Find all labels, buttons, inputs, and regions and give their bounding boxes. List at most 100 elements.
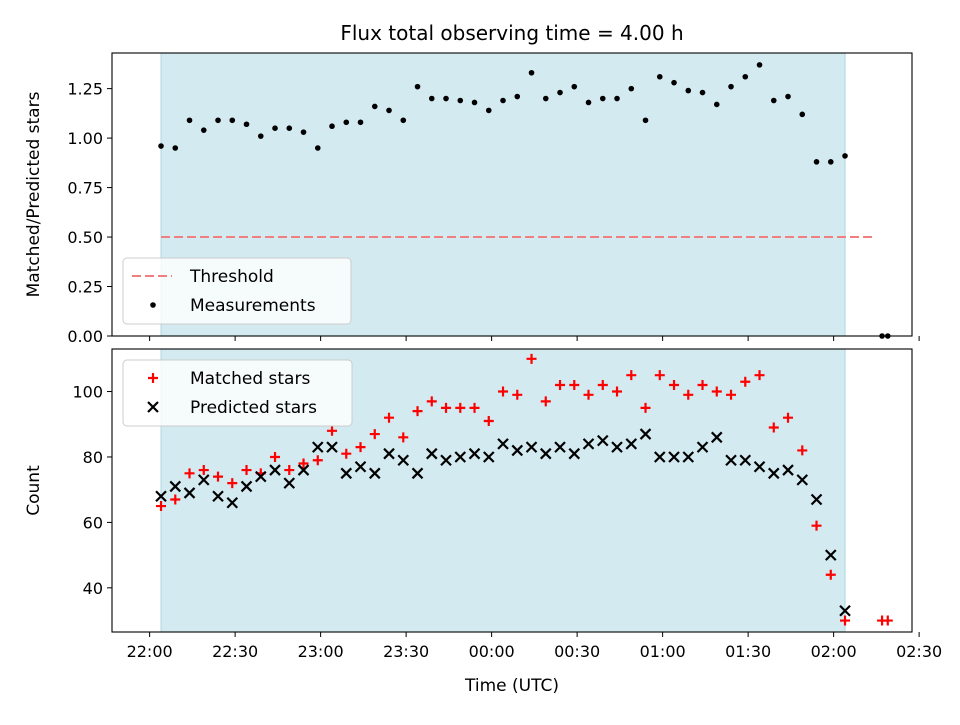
measurement-point [671,79,677,86]
panels: 0.00 0.25 0.50 0.75 1.00 1.25 Matched/Predicte… [24,52,942,661]
matched-point [840,615,851,626]
axes-frame [111,52,913,337]
measurement-point [343,119,350,126]
matched-point [626,370,637,381]
matched-point [241,465,252,476]
predicted-point [753,461,766,473]
predicted-point [354,461,367,473]
matched-point [640,402,651,413]
matched-point [284,465,295,476]
matched-point [711,386,722,397]
measurement-point [272,125,278,132]
measurement-point [500,97,506,104]
legend-measurement-swatch [150,302,156,308]
matched-point [398,432,409,443]
series-predicted-stars [155,428,851,617]
predicted-point [326,441,338,453]
y-tick-label: 100 [72,383,103,402]
predicted-point [568,447,581,460]
predicted-point [411,467,424,480]
predicted-point [725,454,737,467]
predicted-point [383,447,395,460]
measurement-point [785,93,791,100]
measurement-point [571,83,578,90]
matched-point [441,402,452,413]
predicted-point [739,454,752,467]
measurement-point [557,89,563,96]
measurement-point [314,145,321,151]
matched-point [369,429,380,440]
predicted-point [682,451,695,463]
predicted-point [197,474,210,486]
predicted-point [767,467,780,480]
measurement-point [329,123,335,130]
predicted-point [653,451,666,463]
predicted-point [511,444,524,457]
matched-point [540,396,551,407]
x-tick-label: 22:30 [212,642,258,661]
matched-point [783,412,794,423]
measurement-point [229,117,236,124]
x-tick-label: 23:30 [383,642,429,661]
legend-predicted-swatch [147,401,159,413]
predicted-point [311,441,324,453]
matched-point [198,465,209,476]
measurement-point [158,143,164,149]
measurement-point [542,95,549,102]
predicted-point [796,474,809,486]
matched-point [384,412,395,423]
predicted-point [539,447,552,460]
predicted-point [611,441,623,453]
y-tick-label: 1.00 [67,129,103,148]
x-tick-label: 02:00 [811,642,857,661]
measurement-point [186,117,193,124]
matched-point [156,501,167,512]
matched-point [170,494,181,505]
measurement-point [286,125,293,132]
legend-label: Measurements [190,296,316,316]
predicted-point [497,438,509,450]
measurement-point [428,95,435,102]
measurement-point [200,127,207,133]
predicted-point [368,467,381,480]
predicted-point [226,496,239,509]
measurement-point [799,111,806,118]
measurement-point [813,159,820,165]
legend-label: Matched stars [190,369,310,389]
matched-point [882,615,893,626]
measurement-point [599,95,606,102]
predicted-point [397,454,410,467]
matched-point [811,520,822,531]
measurement-point [614,95,620,102]
measurement-point [742,73,749,80]
x-tick-label: 00:30 [554,642,600,661]
predicted-point [824,549,837,561]
matched-point [498,386,509,397]
x-axis-label: Time (UTC) [464,676,559,696]
matched-point [213,471,224,482]
matched-point [298,458,309,469]
predicted-point [582,438,595,450]
matched-point [825,569,836,580]
y-axis-label: Count [24,465,44,516]
matched-point [683,389,694,400]
measurement-point [400,117,407,124]
measurement-point [443,95,449,102]
matched-point [612,386,623,397]
predicted-point [596,434,609,447]
y-tick-label: 0.25 [67,278,103,297]
measurement-point [485,107,492,114]
legend: Matched stars Predicted stars [122,359,353,427]
matched-point [227,478,238,489]
measurement-point [257,133,264,139]
measurement-point [528,69,535,76]
predicted-point [482,451,495,463]
x-tick-label: 01:30 [725,642,771,661]
matched-point [327,425,338,436]
measurement-point [642,117,649,124]
matched-point [697,379,708,390]
matched-point [426,396,437,407]
measurement-point [457,97,464,104]
measurement-point [728,83,734,90]
